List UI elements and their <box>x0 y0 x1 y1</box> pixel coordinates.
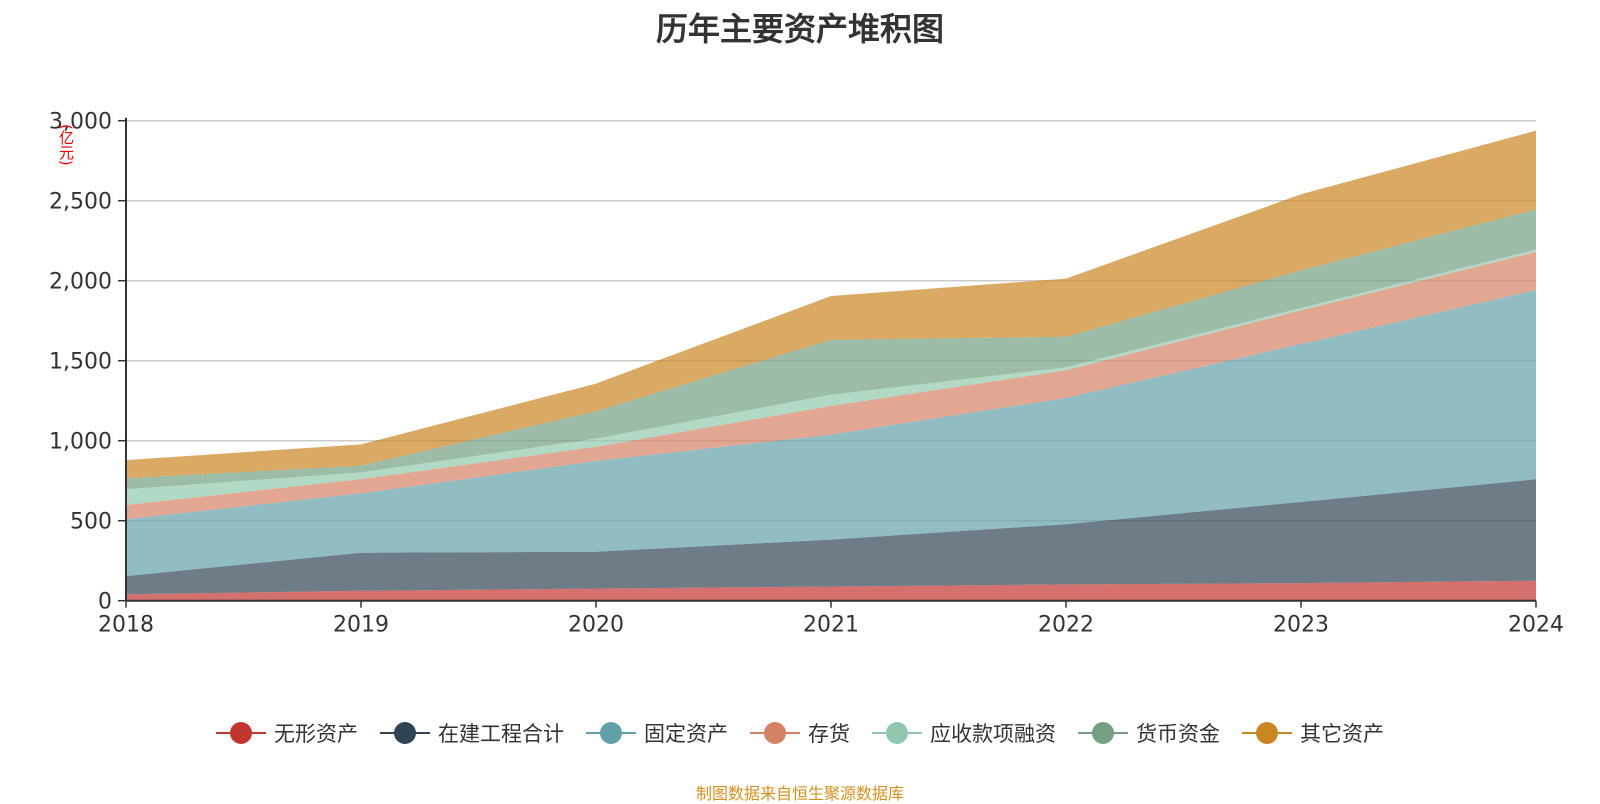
legend-item[interactable]: 在建工程合计 <box>380 718 564 748</box>
x-tick-label: 2023 <box>1273 613 1329 638</box>
area-series-2 <box>126 289 1536 577</box>
y-tick-label: 1,000 <box>49 430 112 455</box>
area-series-0 <box>126 580 1536 601</box>
legend-label: 存货 <box>808 722 850 746</box>
legend-label: 在建工程合计 <box>438 722 564 746</box>
legend-marker-icon <box>380 721 430 745</box>
y-tick-label: 2,500 <box>49 190 112 215</box>
legend-marker-icon <box>1242 721 1292 745</box>
stacked-area-chart: 0 500 1,000 1,500 2,000 2,500 3,000 2018 2019 202… <box>49 110 1564 638</box>
x-tick-label: 2018 <box>98 613 154 638</box>
x-tick-label: 2019 <box>333 613 389 638</box>
legend-marker-icon <box>872 721 922 745</box>
legend-marker-icon <box>586 721 636 745</box>
legend: 无形资产 在建工程合计 固定资产 存货 应收款项融资 货币资金 其它资产 <box>0 718 1600 748</box>
legend-label: 无形资产 <box>274 722 358 746</box>
legend-label: 其它资产 <box>1300 722 1384 746</box>
legend-item[interactable]: 货币资金 <box>1078 718 1220 748</box>
legend-marker-icon <box>1078 721 1128 745</box>
area-series-4 <box>126 249 1536 506</box>
legend-item[interactable]: 应收款项融资 <box>872 718 1056 748</box>
y-tick-label: 2,000 <box>49 270 112 295</box>
x-tick-label: 2020 <box>568 613 624 638</box>
chart-title: 历年主要资产堆积图 <box>655 10 944 48</box>
legend-label: 应收款项融资 <box>930 722 1056 746</box>
y-tick-label: 0 <box>98 590 112 615</box>
legend-marker-icon <box>750 721 800 745</box>
y-tick-label: 500 <box>70 510 112 535</box>
x-tick-label: 2022 <box>1038 613 1094 638</box>
area-series-6 <box>126 130 1536 479</box>
y-tick-label: 3,000 <box>49 110 112 135</box>
legend-item[interactable]: 其它资产 <box>1242 718 1384 748</box>
legend-item[interactable]: 无形资产 <box>216 718 358 748</box>
legend-item[interactable]: 固定资产 <box>586 718 728 748</box>
area-series-5 <box>126 209 1536 490</box>
legend-marker-icon <box>216 721 266 745</box>
source-note: 制图数据来自恒生聚源数据库 <box>695 784 904 803</box>
area-series-1 <box>126 479 1536 595</box>
area-series-3 <box>126 251 1536 520</box>
legend-label: 固定资产 <box>644 722 728 746</box>
y-tick-label: 1,500 <box>49 350 112 375</box>
y-axis-unit: (亿元) <box>57 124 75 166</box>
x-tick-label: 2024 <box>1508 613 1564 638</box>
legend-label: 货币资金 <box>1136 722 1220 746</box>
x-tick-label: 2021 <box>803 613 859 638</box>
legend-item[interactable]: 存货 <box>750 718 850 748</box>
